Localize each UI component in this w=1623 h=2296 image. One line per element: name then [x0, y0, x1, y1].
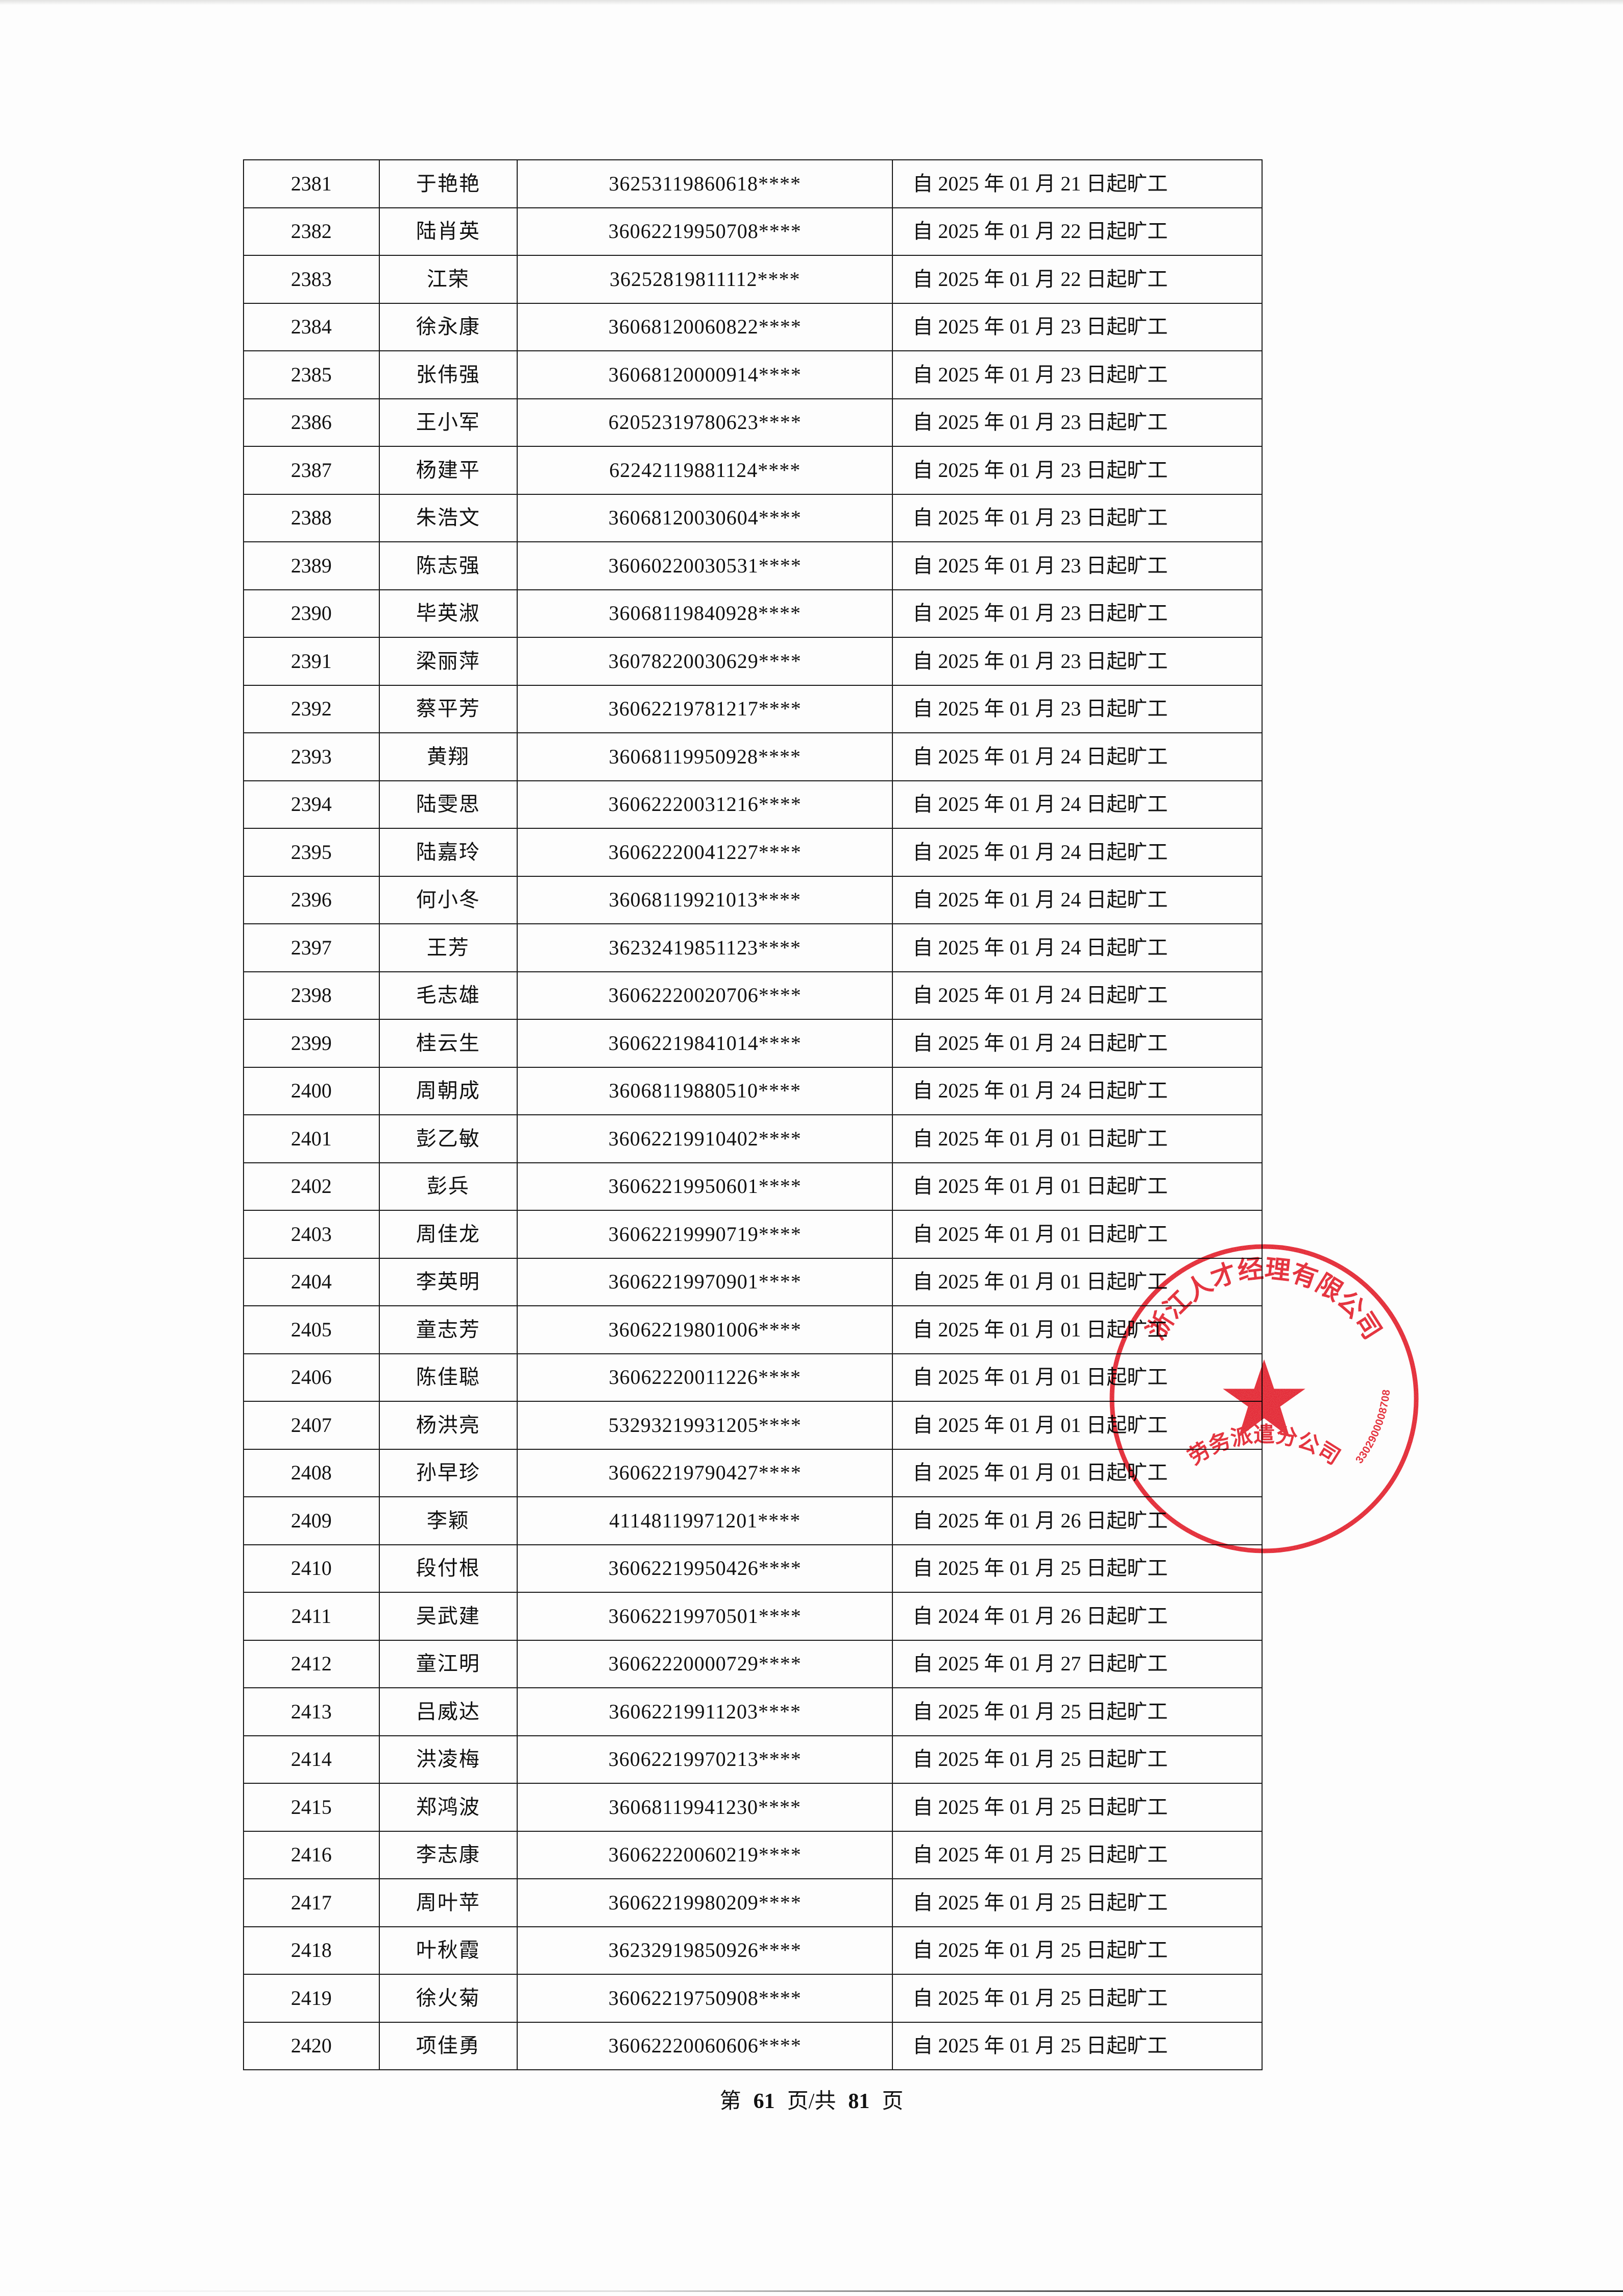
- svg-text:3302900008708: 3302900008708: [1353, 1389, 1393, 1466]
- svg-text:浙江人才经理有限公司: 浙江人才经理有限公司: [1141, 1254, 1387, 1345]
- svg-text:劳务派遣分公司: 劳务派遣分公司: [1183, 1423, 1344, 1469]
